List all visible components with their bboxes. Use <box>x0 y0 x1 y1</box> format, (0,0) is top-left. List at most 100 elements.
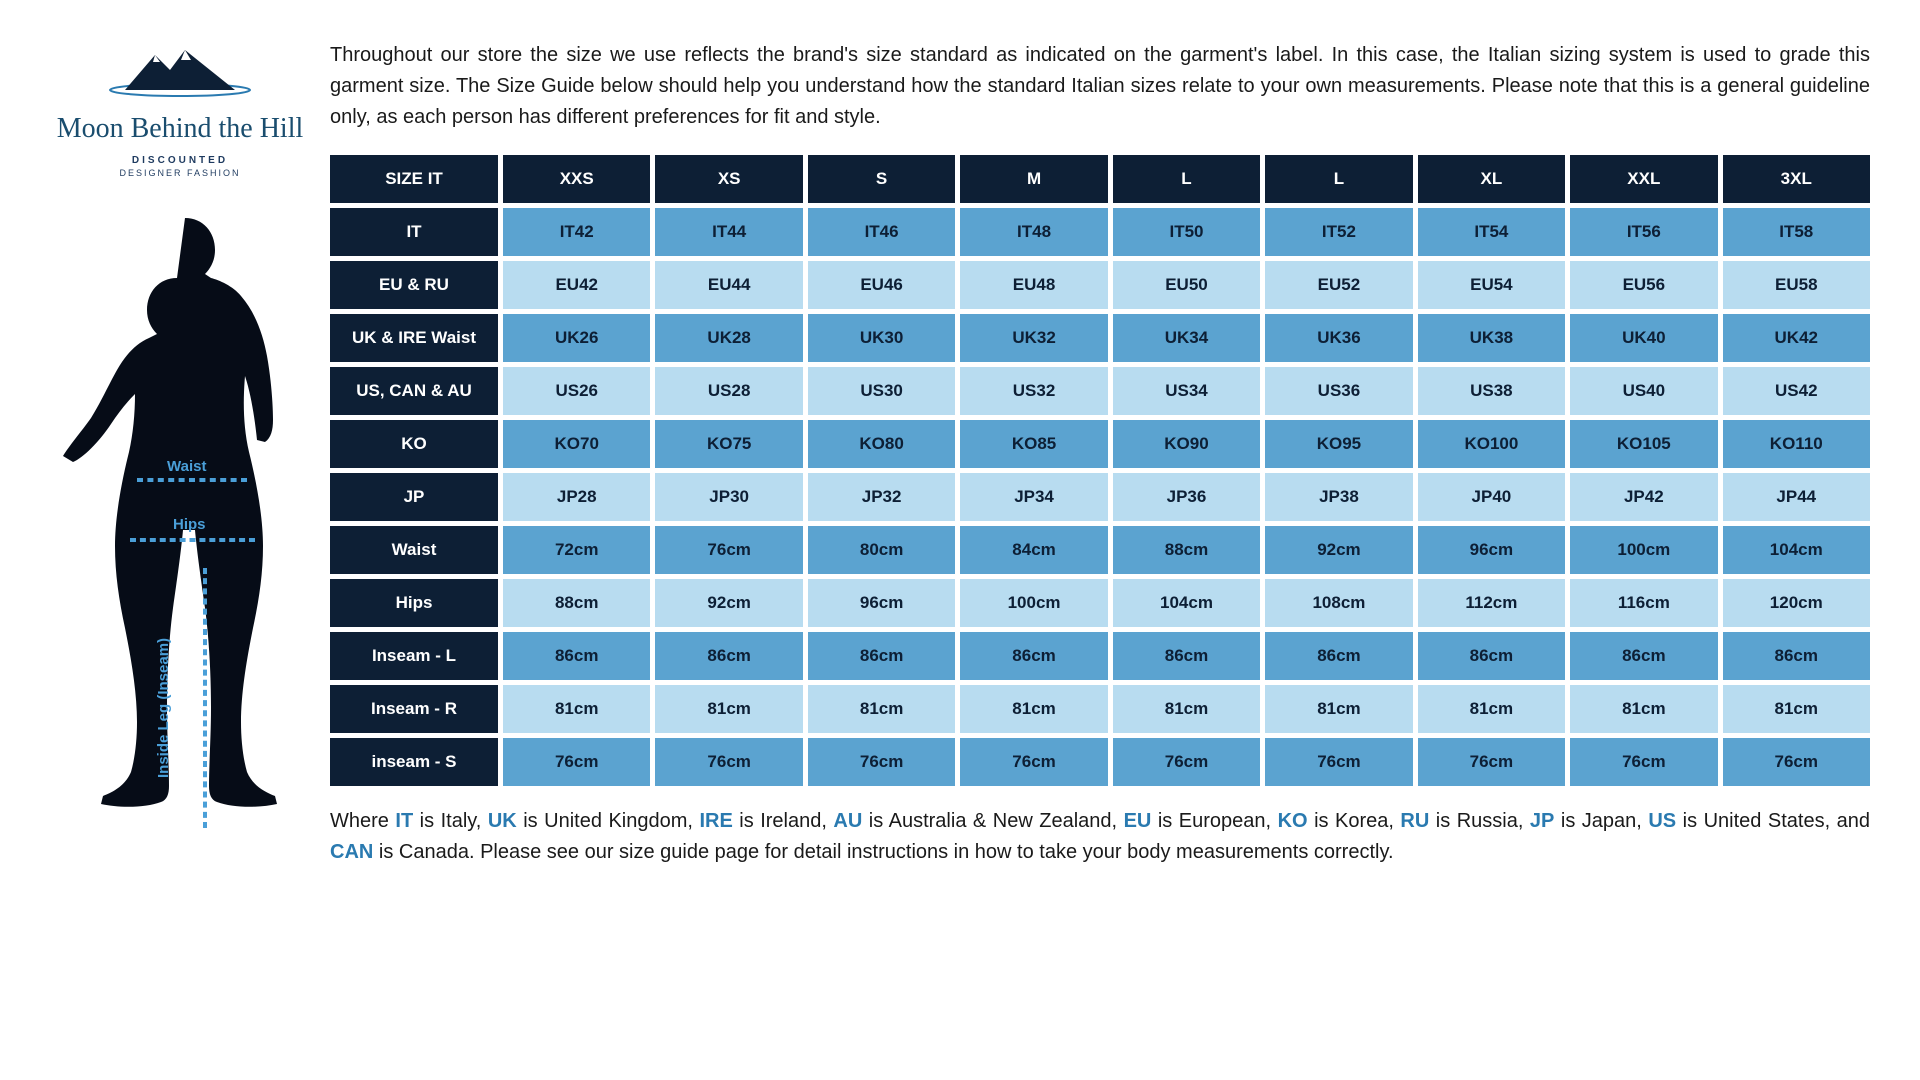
table-cell: US32 <box>960 367 1107 415</box>
table-cell: 81cm <box>1723 685 1870 733</box>
table-cell: 76cm <box>808 738 955 786</box>
table-cell: 116cm <box>1570 579 1717 627</box>
table-cell: 80cm <box>808 526 955 574</box>
table-cell: 86cm <box>1113 632 1260 680</box>
intro-paragraph: Throughout our store the size we use ref… <box>330 40 1870 133</box>
table-row-label: Inseam - L <box>330 632 498 680</box>
table-cell: 120cm <box>1723 579 1870 627</box>
footer-paragraph: Where IT is Italy, UK is United Kingdom,… <box>330 806 1870 868</box>
table-cell: US30 <box>808 367 955 415</box>
table-row-label: US, CAN & AU <box>330 367 498 415</box>
table-cell: EU46 <box>808 261 955 309</box>
table-cell: 76cm <box>1418 738 1565 786</box>
table-cell: IT50 <box>1113 208 1260 256</box>
table-row-label: Hips <box>330 579 498 627</box>
table-cell: UK42 <box>1723 314 1870 362</box>
table-cell: US38 <box>1418 367 1565 415</box>
left-column: Moon Behind the Hill DISCOUNTED DESIGNER… <box>50 40 310 1040</box>
table-cell: 76cm <box>1570 738 1717 786</box>
table-cell: 76cm <box>655 738 802 786</box>
table-cell: 72cm <box>503 526 650 574</box>
table-cell: IT54 <box>1418 208 1565 256</box>
table-cell: 86cm <box>1570 632 1717 680</box>
table-cell: 92cm <box>655 579 802 627</box>
table-cell: KO100 <box>1418 420 1565 468</box>
table-cell: IT58 <box>1723 208 1870 256</box>
table-header-cell: XXS <box>503 155 650 203</box>
table-cell: 100cm <box>1570 526 1717 574</box>
brand-tagline: DISCOUNTED <box>57 155 304 166</box>
table-cell: EU58 <box>1723 261 1870 309</box>
table-row-label: UK & IRE Waist <box>330 314 498 362</box>
table-header-cell: XXL <box>1570 155 1717 203</box>
table-cell: JP30 <box>655 473 802 521</box>
table-header-cell: XL <box>1418 155 1565 203</box>
table-row-label: Waist <box>330 526 498 574</box>
table-cell: 81cm <box>1418 685 1565 733</box>
table-cell: UK32 <box>960 314 1107 362</box>
table-cell: UK38 <box>1418 314 1565 362</box>
table-cell: JP32 <box>808 473 955 521</box>
table-cell: IT48 <box>960 208 1107 256</box>
table-header-cell: 3XL <box>1723 155 1870 203</box>
table-cell: 81cm <box>1113 685 1260 733</box>
table-cell: JP44 <box>1723 473 1870 521</box>
brand-tagline-sub: DESIGNER FASHION <box>57 168 304 178</box>
table-cell: US26 <box>503 367 650 415</box>
table-header-cell: M <box>960 155 1107 203</box>
table-cell: IT52 <box>1265 208 1412 256</box>
waist-label: Waist <box>167 458 206 475</box>
table-cell: US40 <box>1570 367 1717 415</box>
table-cell: IT56 <box>1570 208 1717 256</box>
table-row-label: IT <box>330 208 498 256</box>
table-cell: IT46 <box>808 208 955 256</box>
table-cell: 104cm <box>1113 579 1260 627</box>
table-cell: US34 <box>1113 367 1260 415</box>
body-silhouette: Waist Hips Inside Leg (Inseam) <box>55 208 305 888</box>
table-cell: EU42 <box>503 261 650 309</box>
table-cell: UK40 <box>1570 314 1717 362</box>
table-cell: KO105 <box>1570 420 1717 468</box>
table-cell: 84cm <box>960 526 1107 574</box>
table-cell: 86cm <box>1265 632 1412 680</box>
table-cell: 100cm <box>960 579 1107 627</box>
table-cell: KO80 <box>808 420 955 468</box>
table-cell: JP38 <box>1265 473 1412 521</box>
table-cell: US42 <box>1723 367 1870 415</box>
table-cell: UK34 <box>1113 314 1260 362</box>
table-cell: 81cm <box>1265 685 1412 733</box>
table-cell: 86cm <box>808 632 955 680</box>
table-cell: UK36 <box>1265 314 1412 362</box>
table-cell: 86cm <box>1723 632 1870 680</box>
table-cell: 86cm <box>503 632 650 680</box>
table-row-label: JP <box>330 473 498 521</box>
table-cell: 81cm <box>655 685 802 733</box>
table-cell: 86cm <box>1418 632 1565 680</box>
table-cell: JP36 <box>1113 473 1260 521</box>
silhouette-icon <box>55 208 305 888</box>
table-cell: JP34 <box>960 473 1107 521</box>
logo-area: Moon Behind the Hill DISCOUNTED DESIGNER… <box>57 40 304 178</box>
table-cell: 92cm <box>1265 526 1412 574</box>
inseam-label: Inside Leg (Inseam) <box>155 638 172 778</box>
table-cell: UK28 <box>655 314 802 362</box>
table-header-label: SIZE IT <box>330 155 498 203</box>
table-cell: EU50 <box>1113 261 1260 309</box>
table-cell: 76cm <box>1265 738 1412 786</box>
table-header-cell: L <box>1265 155 1412 203</box>
table-cell: EU52 <box>1265 261 1412 309</box>
table-cell: EU56 <box>1570 261 1717 309</box>
table-cell: EU48 <box>960 261 1107 309</box>
mountain-logo-icon <box>105 40 255 100</box>
table-cell: KO90 <box>1113 420 1260 468</box>
table-header-cell: XS <box>655 155 802 203</box>
table-cell: KO110 <box>1723 420 1870 468</box>
table-cell: 86cm <box>655 632 802 680</box>
table-cell: 76cm <box>1723 738 1870 786</box>
table-cell: 96cm <box>808 579 955 627</box>
table-header-cell: S <box>808 155 955 203</box>
brand-name: Moon Behind the Hill <box>57 113 304 145</box>
table-cell: KO70 <box>503 420 650 468</box>
table-cell: KO85 <box>960 420 1107 468</box>
table-cell: US36 <box>1265 367 1412 415</box>
